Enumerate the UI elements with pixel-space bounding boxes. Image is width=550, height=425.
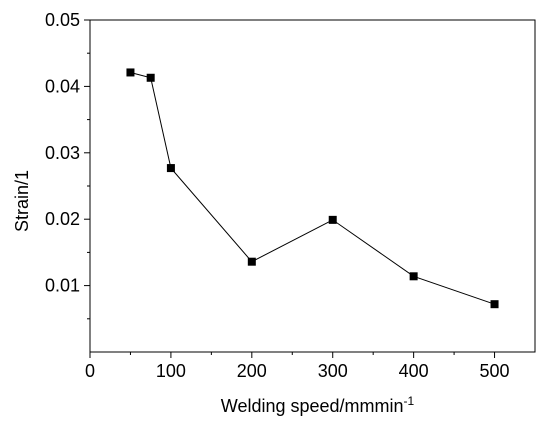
x-tick-label: 400 xyxy=(399,361,429,381)
y-axis-ticks: 0.01 0.02 0.03 0.04 0.05 xyxy=(45,10,90,320)
x-tick-label: 100 xyxy=(156,361,186,381)
x-axis-label: Welding speed/mmmin-1 xyxy=(221,394,415,416)
y-axis-label: Strain/1 xyxy=(12,170,32,232)
y-tick-label: 0.03 xyxy=(45,143,80,163)
data-point xyxy=(328,215,337,224)
data-point xyxy=(409,272,418,281)
x-tick-label: 300 xyxy=(318,361,348,381)
series-line xyxy=(130,72,495,305)
y-tick-label: 0.02 xyxy=(45,209,80,229)
x-tick-label: 200 xyxy=(237,361,267,381)
plot-frame xyxy=(89,19,536,353)
x-axis-ticks: 0 100 200 300 400 500 xyxy=(85,352,510,381)
data-point xyxy=(146,73,155,82)
y-tick-label: 0.01 xyxy=(45,276,80,296)
x-tick-label: 0 xyxy=(85,361,95,381)
x-axis-label-superscript: -1 xyxy=(404,394,415,408)
x-axis-label-text: Welding speed/mmmin xyxy=(221,396,404,416)
data-point xyxy=(490,300,499,309)
y-tick-label: 0.04 xyxy=(45,76,80,96)
data-series xyxy=(126,68,499,309)
x-tick-label: 500 xyxy=(480,361,510,381)
data-point xyxy=(126,68,135,77)
y-tick-label: 0.05 xyxy=(45,10,80,30)
data-point xyxy=(166,164,175,173)
plot-area xyxy=(89,19,536,353)
data-point xyxy=(247,257,256,266)
